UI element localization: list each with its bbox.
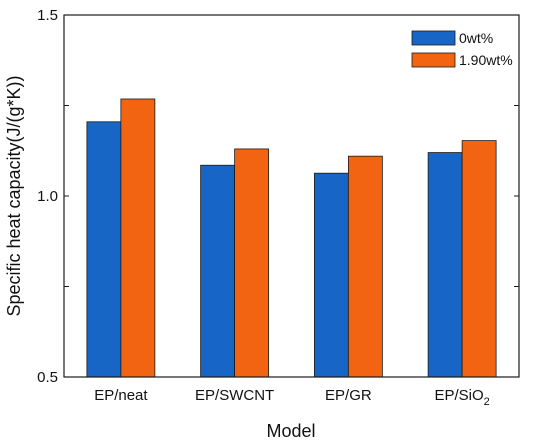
bar-ep-gr-series-2 [347, 155, 383, 378]
legend-swatch-0wt [411, 30, 456, 46]
x-tick-label: EP/SWCNT [195, 387, 274, 404]
y-tick-label: 0.5 [37, 369, 58, 386]
bar-ep-neat-series-1 [86, 121, 122, 378]
bar-ep-sio2-series-1 [427, 152, 463, 378]
x-tick-label: EP/neat [94, 387, 148, 404]
bar-ep-sio2-series-2 [461, 140, 497, 378]
legend-label-0wt: 0wt% [459, 30, 493, 46]
legend-label-190wt: 1.90wt% [459, 52, 513, 68]
x-tick-label: EP/SiO2 [434, 387, 489, 408]
bar-ep-swcnt-series-2 [234, 148, 270, 378]
x-axis-title: Model [266, 421, 315, 441]
legend-swatch-190wt [411, 52, 456, 68]
legend: 0wt% 1.90wt% [410, 25, 513, 71]
bar-ep-gr-series-1 [313, 172, 349, 378]
y-tick-label: 1.5 [37, 7, 58, 24]
bars-layer [86, 98, 497, 378]
y-axis-ticks: 0.5 1.0 1.5 [37, 7, 519, 386]
x-tick-label: EP/GR [325, 387, 372, 404]
y-tick-label: 1.0 [37, 188, 58, 205]
bar-ep-neat-series-2 [120, 98, 156, 378]
x-axis-ticks: EP/neat EP/SWCNT EP/GR EP/SiO2 [94, 387, 490, 408]
bar-ep-swcnt-series-1 [200, 164, 236, 378]
y-axis-title: Specific heat capacity(J/(g*K)) [4, 75, 24, 316]
